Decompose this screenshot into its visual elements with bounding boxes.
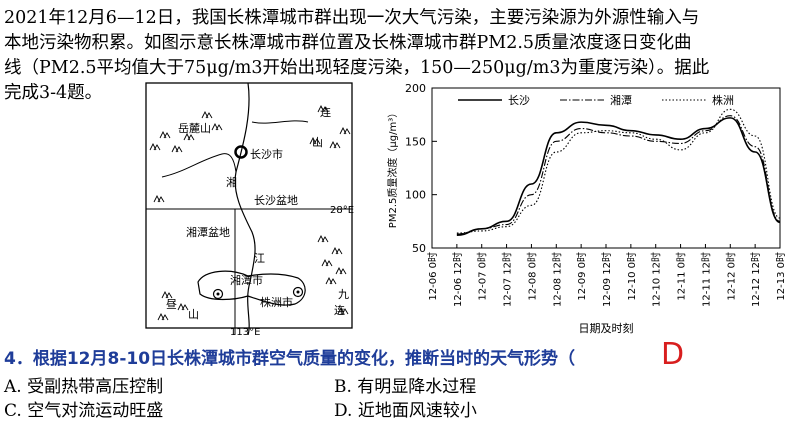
label-changsha: 长沙市	[250, 147, 283, 161]
tributary-east	[251, 120, 309, 124]
y-tick-label-150: 150	[405, 135, 426, 148]
label-zhou-shan: 山	[188, 308, 199, 321]
x-tick-label-9: 12-10 12时	[651, 252, 663, 307]
x-tick-label-4: 12-08 0时	[526, 252, 538, 301]
legend-label-0: 长沙	[508, 94, 530, 107]
x-tick-label-1: 12-06 12时	[452, 252, 464, 307]
x-tick-label-6: 12-09 0时	[576, 252, 588, 301]
label-xiang: 湘	[226, 175, 237, 189]
legend-label-2: 株洲	[712, 93, 734, 107]
x-tick-label-8: 12-10 0时	[626, 252, 638, 301]
label-zhuzhou: 株洲市	[260, 295, 293, 309]
y-axis-label: PM2.5质量浓度（μg/m³）	[386, 108, 399, 228]
x-tick-label-0: 12-06 0时	[427, 252, 439, 301]
xiangtan-marker	[212, 288, 224, 300]
label-zhou: 昼	[166, 298, 177, 311]
intro-paragraph: 2021年12月6—12日，我国长株潭城市群出现一次大气污染，主要污染源为外源性…	[4, 6, 790, 106]
x-tick-label-12: 12-12 0时	[725, 252, 737, 301]
tributary-west	[161, 153, 237, 178]
legend-label-1: 湘潭	[610, 93, 632, 107]
label-basin-xiangtan: 湘潭盆地	[186, 225, 230, 239]
zhuzhou-marker	[292, 286, 304, 298]
answer-mark: D	[661, 337, 685, 372]
option-d[interactable]: D. 近地面风速较小	[334, 401, 477, 421]
intro-line-2: 本地污染物积累。如图示意长株潭城市群位置及长株潭城市群PM2.5质量浓度逐日变化…	[4, 33, 692, 53]
label-latitude: 28°E	[330, 205, 354, 216]
label-lian-shan: 山	[312, 136, 323, 149]
label-lian2: 连	[334, 304, 345, 317]
changsha-marker	[234, 145, 248, 159]
x-tick-label-5: 12-08 12时	[551, 252, 563, 307]
series-line-2	[456, 108, 781, 234]
intro-line-4: 完成3-4题。	[4, 83, 103, 103]
plot-frame	[431, 87, 781, 249]
question-4: 4．根据12月8-10日长株潭城市群空气质量的变化，推断当时的天气形势（	[4, 349, 576, 369]
x-tick-label-11: 12-11 12时	[700, 252, 712, 307]
label-yuelu: 岳麓山	[178, 122, 211, 135]
series-line-0	[456, 117, 781, 236]
y-tick-label-100: 100	[405, 189, 426, 202]
intro-line-1: 2021年12月6—12日，我国长株潭城市群出现一次大气污染，主要污染源为外源性…	[4, 8, 700, 28]
intro-line-3: 线（PM2.5平均值大于75μg/m3开始出现轻度污染，150—250μg/m3…	[4, 58, 710, 78]
x-tick-label-10: 12-11 0时	[676, 252, 688, 301]
x-tick-label-3: 12-07 12时	[502, 252, 514, 307]
x-tick-label-7: 12-09 12时	[601, 252, 613, 307]
x-axis-label: 日期及时刻	[579, 321, 634, 335]
option-b[interactable]: B. 有明显降水过程	[334, 377, 477, 397]
option-c[interactable]: C. 空气对流运动旺盛	[4, 401, 164, 421]
label-jiu: 九	[338, 288, 349, 301]
label-xiangtan: 湘潭市	[230, 273, 263, 287]
y-tick-label-200: 200	[405, 82, 426, 95]
x-tick-label-14: 12-13 0时	[775, 252, 787, 301]
option-a[interactable]: A. 受副热带高压控制	[4, 377, 164, 397]
pm25-chart: 50 100 150 200 12-06 0时 12-06 12时 12-07 0时 12-0…	[386, 82, 787, 335]
label-basin-changsha: 长沙盆地	[254, 193, 298, 207]
series-line-1	[456, 115, 781, 235]
label-longitude: 113°E	[230, 327, 260, 335]
x-tick-label-2: 12-07 0时	[477, 252, 489, 301]
x-tick-label-13: 12-12 12时	[750, 252, 762, 307]
urban-area-outline	[197, 270, 306, 306]
label-lian: 连	[320, 106, 331, 119]
y-tick-label-50: 50	[412, 242, 426, 255]
location-map: 岳麓山 连 山 长沙市 湘 长沙盆地 28°E 湘潭盆地 江 湘潭市 株洲市 昼…	[145, 82, 354, 335]
label-jiang: 江	[254, 252, 265, 265]
map-frame	[145, 82, 353, 329]
